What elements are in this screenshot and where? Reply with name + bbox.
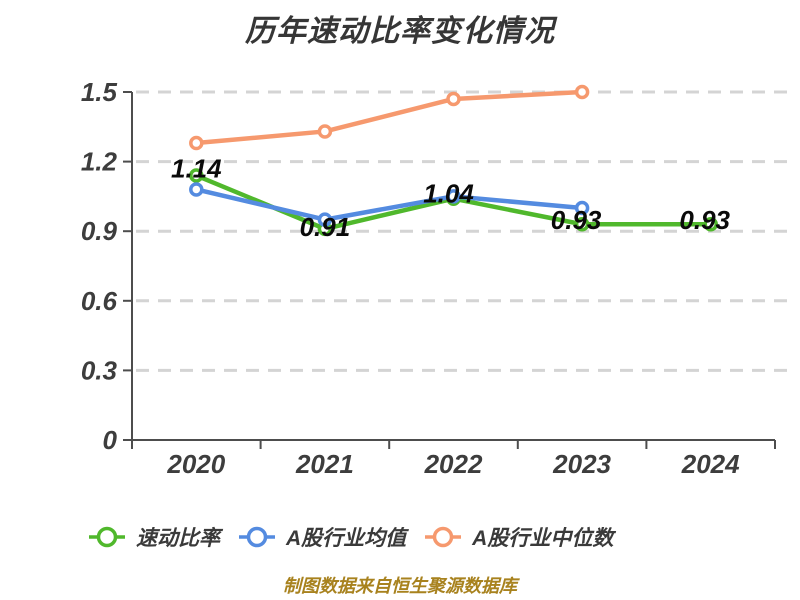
legend-label-industry-average: A股行业均值 xyxy=(286,527,407,550)
point-industry-median-2021 xyxy=(317,124,333,139)
y-tick-label: 0 xyxy=(103,425,118,455)
legend-label-industry-median: A股行业中位数 xyxy=(472,527,614,550)
x-tick-label: 2022 xyxy=(424,449,483,479)
y-tick-label: 0.9 xyxy=(81,216,118,246)
legend-item-quick-ratio[interactable]: 速动比率 xyxy=(88,522,220,552)
legend-label-quick-ratio: 速动比率 xyxy=(136,527,220,550)
point-label-quick-ratio-2024: 0.93 xyxy=(679,205,730,235)
point-industry-average-2020 xyxy=(189,182,204,197)
legend: 速动比率 A股行业均值 A股行业中位数 xyxy=(88,520,613,554)
point-industry-average-2022 xyxy=(446,189,461,204)
legend-marker-icon xyxy=(89,526,125,548)
point-quick-ratio-2024 xyxy=(703,216,718,232)
x-tick-label: 2020 xyxy=(166,449,225,479)
legend-item-industry-average[interactable]: A股行业均值 xyxy=(238,522,406,552)
y-tick-label: 1.5 xyxy=(81,77,118,107)
point-industry-median-2020 xyxy=(189,135,204,151)
y-tick-label: 0.6 xyxy=(81,286,118,316)
chart-title: 历年速动比率变化情况 xyxy=(245,15,555,48)
point-industry-average-2023 xyxy=(574,200,590,216)
point-quick-ratio-2020 xyxy=(189,168,204,183)
point-label-quick-ratio-2021: 0.91 xyxy=(300,212,351,242)
data-source-note: 制图数据来自恒生聚源数据库 xyxy=(283,576,517,596)
series-line-industry-median xyxy=(194,89,585,146)
point-industry-average-2021 xyxy=(317,212,333,227)
y-tick-label: 1.2 xyxy=(81,147,118,177)
x-tick-label: 2023 xyxy=(552,449,611,479)
series-line-industry-average xyxy=(194,187,585,222)
legend-item-industry-median[interactable]: A股行业中位数 xyxy=(424,522,613,552)
legend-marker-icon xyxy=(239,526,275,548)
point-industry-median-2023 xyxy=(574,84,590,100)
point-industry-median-2022 xyxy=(446,91,461,107)
point-label-quick-ratio-2020: 1.14 xyxy=(171,154,222,184)
x-tick-label: 2024 xyxy=(681,449,740,479)
point-label-quick-ratio-2022: 1.04 xyxy=(423,179,474,209)
point-quick-ratio-2023 xyxy=(574,216,590,232)
x-tick-label: 2021 xyxy=(295,449,354,479)
legend-marker-icon xyxy=(425,526,462,548)
point-label-quick-ratio-2023: 0.93 xyxy=(551,205,602,235)
y-tick-label: 0.3 xyxy=(81,355,118,385)
